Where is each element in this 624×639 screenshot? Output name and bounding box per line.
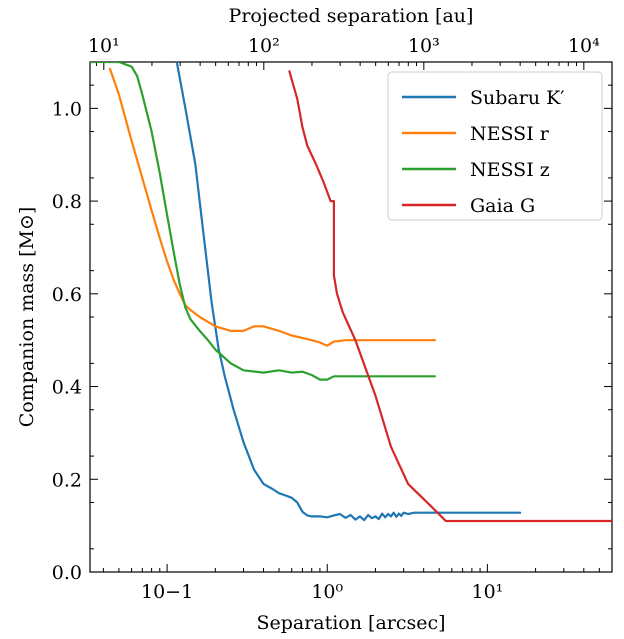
legend-label-subaru: Subaru K′ <box>470 87 565 109</box>
x-tick-label: 10⁰ <box>311 581 343 603</box>
y-tick-label: 0.0 <box>52 562 82 584</box>
legend: Subaru K′ NESSI r NESSI z Gaia G <box>387 71 603 221</box>
top-x-tick-label: 10³ <box>408 35 440 57</box>
y-tick-label: 0.6 <box>52 284 82 306</box>
series-line-gaia-g <box>288 70 612 523</box>
y-tick-label: 0.4 <box>52 377 82 399</box>
x-tick-label: 10−1 <box>141 581 193 603</box>
legend-label-gaia: Gaia G <box>470 195 535 217</box>
series-line-nessi-r <box>108 67 436 347</box>
ticks-layer: 10−1 10⁰ 10¹ 10¹ 10² 10³ 10⁴ 0.0 0.2 0.4 0.6 0.8 1.0 <box>52 35 613 603</box>
y-tick-label: 0.2 <box>52 469 82 491</box>
y-tick-label: 0.8 <box>52 191 82 213</box>
top-x-tick-label: 10⁴ <box>568 35 600 57</box>
top-x-axis-title: Projected separation [au] <box>229 5 474 27</box>
x-tick-label: 10¹ <box>471 581 503 603</box>
y-axis-title: Companion mass [M⊙] <box>16 207 38 428</box>
legend-frame <box>387 71 603 221</box>
legend-label-nessi-z: NESSI z <box>470 159 550 181</box>
x-axis-title: Separation [arcsec] <box>256 612 445 634</box>
top-x-tick-label: 10² <box>248 35 280 57</box>
series-line-subaru-k <box>175 62 522 522</box>
series-line-nessi-z <box>90 62 436 381</box>
top-x-tick-label: 10¹ <box>88 35 120 57</box>
series-layer <box>90 62 612 523</box>
y-tick-label: 1.0 <box>52 98 82 120</box>
legend-label-nessi-r: NESSI r <box>470 123 550 145</box>
